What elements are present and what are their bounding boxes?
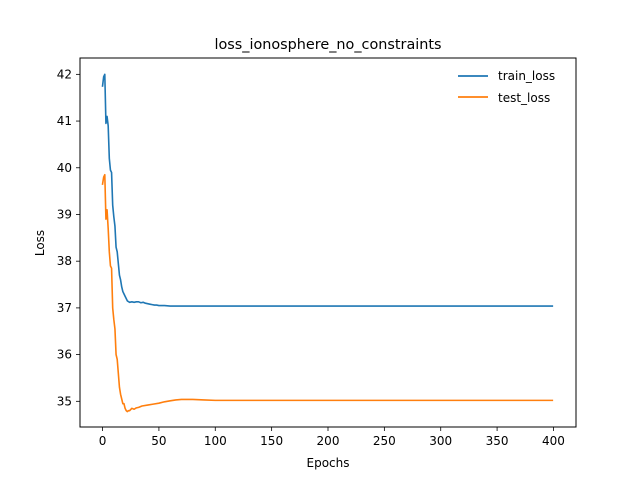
x-tick-label: 100: [204, 434, 227, 448]
y-tick-label: 42: [57, 67, 72, 81]
series-line-train-loss: [101, 73, 554, 307]
x-tick-label: 300: [429, 434, 452, 448]
y-tick-label: 38: [57, 254, 72, 268]
y-axis: 35 36 37 38 39 40 41 42: [57, 67, 80, 408]
x-axis-label: Epochs: [307, 456, 350, 470]
legend-label-train-loss: train_loss: [498, 69, 555, 83]
legend-label-test-loss: test_loss: [498, 91, 550, 105]
legend: train_loss test_loss: [458, 69, 555, 105]
x-tick-label: 50: [151, 434, 166, 448]
y-tick-label: 39: [57, 207, 72, 221]
chart-title: loss_ionosphere_no_constraints: [214, 37, 441, 53]
y-tick-label: 37: [57, 301, 72, 315]
x-axis: 0 50 100 150 200 250 300 350 400: [99, 427, 565, 448]
x-tick-label: 400: [542, 434, 565, 448]
y-tick-label: 41: [57, 114, 72, 128]
y-tick-label: 35: [57, 394, 72, 408]
y-tick-label: 40: [57, 161, 72, 175]
y-axis-label: Loss: [33, 230, 47, 256]
series-line-test-loss: [101, 173, 554, 413]
x-tick-label: 0: [99, 434, 107, 448]
plot-lines: [101, 73, 554, 413]
y-tick-label: 36: [57, 348, 72, 362]
x-tick-label: 150: [260, 434, 283, 448]
x-tick-label: 250: [373, 434, 396, 448]
x-tick-label: 350: [486, 434, 509, 448]
x-tick-label: 200: [317, 434, 340, 448]
